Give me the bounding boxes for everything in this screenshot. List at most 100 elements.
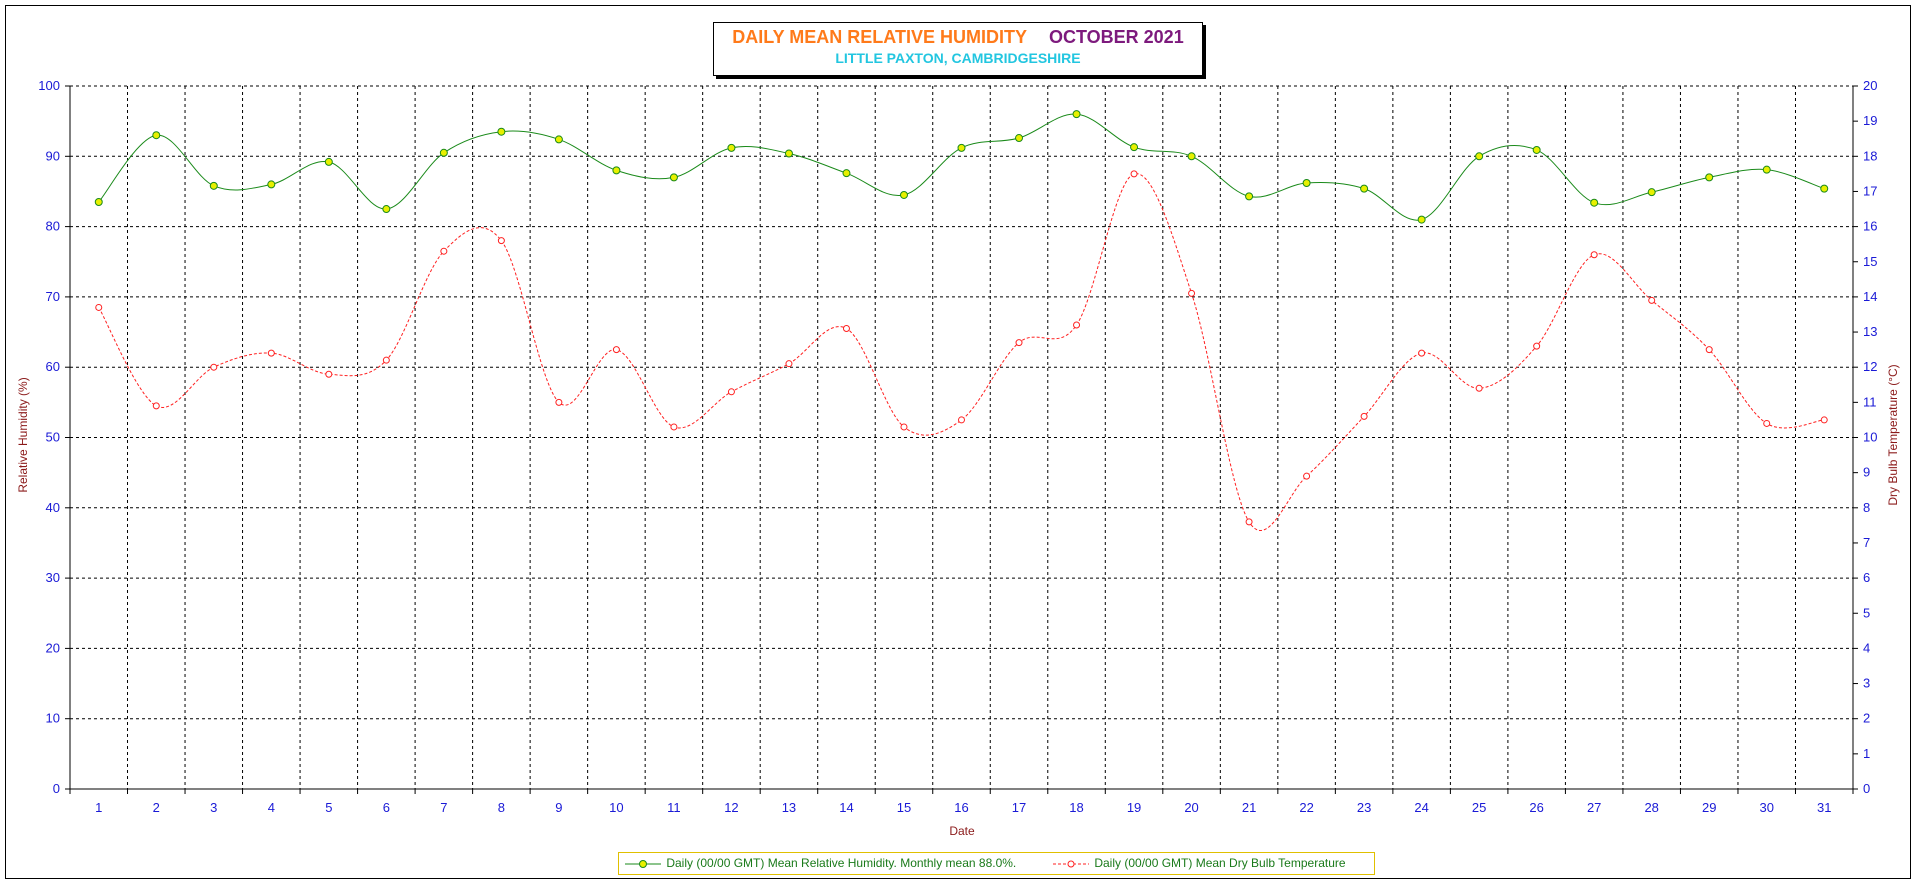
- humidity-point: [1417, 215, 1426, 224]
- x-tick-label: 22: [1299, 800, 1313, 815]
- y2-tick-label: 6: [1863, 570, 1870, 585]
- y2-tick-label: 7: [1863, 535, 1870, 550]
- y2-tick-label: 18: [1863, 148, 1877, 163]
- temperature-point: [1360, 412, 1368, 420]
- temperature-point: [382, 356, 390, 364]
- temperature-point: [325, 370, 333, 378]
- x-tick-label: 2: [153, 800, 160, 815]
- humidity-point: [209, 181, 218, 190]
- humidity-point: [899, 190, 908, 199]
- x-tick-label: 21: [1242, 800, 1256, 815]
- chart-title: DAILY MEAN RELATIVE HUMIDITY OCTOBER 2021: [714, 27, 1202, 48]
- humidity-point: [1130, 143, 1139, 152]
- y-tick-label: 20: [46, 640, 60, 655]
- y-tick-label: 10: [46, 711, 60, 726]
- humidity-line: [98, 113, 1825, 221]
- temperature-point: [152, 402, 160, 410]
- x-tick-label: 30: [1759, 800, 1773, 815]
- x-tick-label: 20: [1184, 800, 1198, 815]
- chart-title-main: DAILY MEAN RELATIVE HUMIDITY: [732, 27, 1027, 47]
- x-tick-label: 9: [555, 800, 562, 815]
- humidity-point: [267, 180, 276, 189]
- x-tick-label: 11: [667, 800, 681, 815]
- x-axis-label: Date: [949, 824, 975, 838]
- legend: Daily (00/00 GMT) Mean Relative Humidity…: [618, 852, 1375, 875]
- chart-title-box: DAILY MEAN RELATIVE HUMIDITY OCTOBER 2021…: [713, 22, 1203, 76]
- humidity-point: [1590, 198, 1599, 207]
- y2-axis-label: Dry Bulb Temperature (°C): [1886, 364, 1900, 505]
- y2-tick-label: 14: [1863, 289, 1877, 304]
- x-tick-label: 17: [1012, 800, 1026, 815]
- x-tick-label: 16: [954, 800, 968, 815]
- temperature-point: [1418, 349, 1426, 357]
- temperature-point: [670, 423, 678, 431]
- humidity-point: [669, 173, 678, 182]
- x-tick-label: 15: [897, 800, 911, 815]
- temperature-point: [1303, 472, 1311, 480]
- x-tick-label: 27: [1587, 800, 1601, 815]
- legend-item-humidity: Daily (00/00 GMT) Mean Relative Humidity…: [623, 856, 1016, 871]
- x-tick-label: 19: [1127, 800, 1141, 815]
- x-tick-label: 8: [498, 800, 505, 815]
- humidity-point: [1245, 192, 1254, 201]
- y2-tick-label: 13: [1863, 324, 1877, 339]
- temperature-point: [727, 388, 735, 396]
- y2-tick-label: 19: [1863, 113, 1877, 128]
- x-tick-label: 26: [1529, 800, 1543, 815]
- y-tick-label: 80: [46, 219, 60, 234]
- y2-tick-label: 5: [1863, 605, 1870, 620]
- y-tick-label: 90: [46, 148, 60, 163]
- humidity-point: [439, 148, 448, 157]
- temperature-point: [1188, 289, 1196, 297]
- x-tick-label: 29: [1702, 800, 1716, 815]
- x-tick-label: 5: [325, 800, 332, 815]
- temperature-point: [1590, 251, 1598, 259]
- y2-tick-label: 15: [1863, 254, 1877, 269]
- x-tick-label: 7: [440, 800, 447, 815]
- temperature-point: [95, 303, 103, 311]
- y2-tick-label: 11: [1863, 394, 1877, 409]
- x-tick-label: 10: [609, 800, 623, 815]
- y-tick-label: 0: [53, 781, 60, 796]
- y-tick-label: 60: [46, 359, 60, 374]
- y2-tick-label: 4: [1863, 640, 1870, 655]
- chart-subtitle: LITTLE PAXTON, CAMBRIDGESHIRE: [835, 50, 1081, 66]
- y2-tick-label: 2: [1863, 711, 1870, 726]
- y-tick-label: 70: [46, 289, 60, 304]
- chart-frame: [5, 5, 1911, 879]
- temperature-point: [842, 325, 850, 333]
- temperature-point: [1648, 296, 1656, 304]
- temperature-point: [1015, 339, 1023, 347]
- humidity-point: [1302, 179, 1311, 188]
- humidity-point: [94, 197, 103, 206]
- legend-humidity-symbol: [623, 857, 663, 871]
- x-tick-label: 28: [1644, 800, 1658, 815]
- humidity-point: [957, 143, 966, 152]
- x-tick-label: 31: [1817, 800, 1831, 815]
- humidity-point: [612, 166, 621, 175]
- x-tick-label: 25: [1472, 800, 1486, 815]
- humidity-point: [1475, 152, 1484, 161]
- y-tick-label: 30: [46, 570, 60, 585]
- x-tick-label: 4: [268, 800, 275, 815]
- humidity-point: [152, 131, 161, 140]
- temperature-point: [900, 423, 908, 431]
- humidity-point: [842, 169, 851, 178]
- humidity-point: [1072, 110, 1081, 119]
- tick-labels: 0102030405060708090100012345678910111213…: [38, 78, 1877, 815]
- temperature-point: [440, 247, 448, 255]
- humidity-point: [1532, 145, 1541, 154]
- temperature-point: [1130, 170, 1138, 178]
- x-tick-label: 14: [839, 800, 853, 815]
- x-tick-label: 13: [782, 800, 796, 815]
- grid-lines: [70, 85, 1853, 789]
- temperature-point: [555, 398, 563, 406]
- y-tick-label: 50: [46, 430, 60, 445]
- temperature-point: [1820, 416, 1828, 424]
- legend-item-temperature: Daily (00/00 GMT) Mean Dry Bulb Temperat…: [1051, 856, 1346, 871]
- y2-tick-label: 17: [1863, 183, 1877, 198]
- temperature-point: [497, 237, 505, 245]
- temperature-point: [1475, 384, 1483, 392]
- y2-tick-label: 9: [1863, 465, 1870, 480]
